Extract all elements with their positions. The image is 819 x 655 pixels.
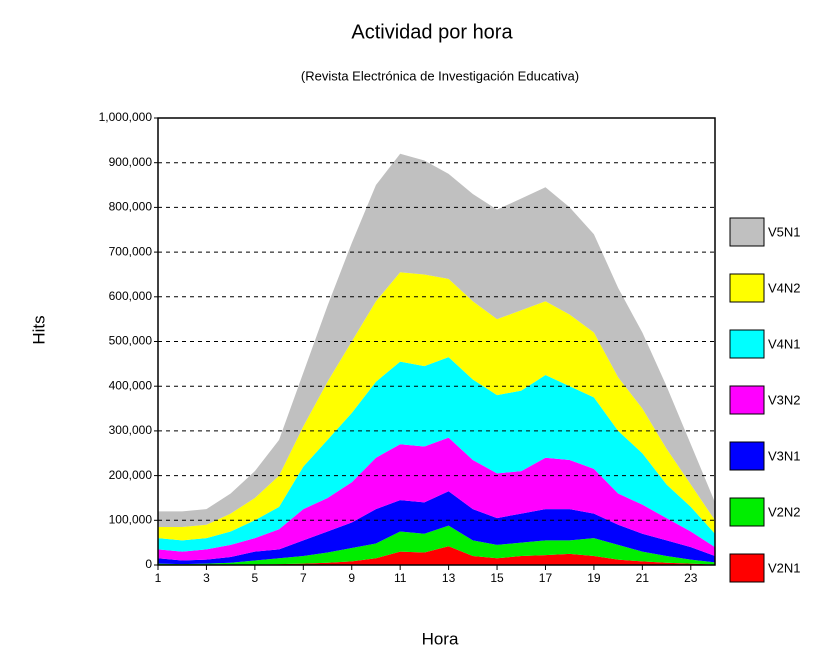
- legend-label: V2N1: [768, 560, 801, 575]
- x-tick-label: 21: [636, 571, 650, 585]
- legend-swatch: [729, 553, 765, 583]
- x-tick-label: 7: [300, 571, 307, 585]
- y-tick-label: 1,000,000: [99, 110, 153, 124]
- legend-label: V5N1: [768, 224, 801, 239]
- area: [158, 357, 715, 552]
- legend-swatch: [729, 497, 765, 527]
- y-tick-label: 400,000: [109, 378, 153, 392]
- x-tick-label: 9: [348, 571, 355, 585]
- area: [158, 153, 715, 528]
- x-tick-label: 11: [394, 571, 407, 585]
- y-tick-label: 600,000: [109, 289, 153, 303]
- legend-label: V4N1: [768, 336, 801, 351]
- legend-swatch: [729, 441, 765, 471]
- x-tick-label: 1: [155, 571, 162, 585]
- legend-label: V3N2: [768, 392, 801, 407]
- area: [158, 272, 715, 541]
- y-tick-label: 0: [145, 557, 152, 571]
- x-tick-label: 5: [252, 571, 259, 585]
- y-tick-label: 300,000: [109, 423, 153, 437]
- area: [158, 491, 715, 565]
- x-tick-label: 23: [684, 571, 698, 585]
- y-tick-label: 500,000: [109, 334, 153, 348]
- x-tick-label: 13: [442, 571, 456, 585]
- x-tick-label: 19: [587, 571, 601, 585]
- area: [158, 525, 715, 565]
- y-tick-label: 900,000: [109, 155, 153, 169]
- plot-border: [157, 117, 716, 566]
- y-tick-label: 700,000: [109, 244, 153, 258]
- legend-swatch: [729, 329, 765, 359]
- y-tick-label: 100,000: [109, 512, 153, 526]
- x-tick-label: 17: [539, 571, 553, 585]
- legend-label: V2N2: [768, 504, 801, 519]
- area: [158, 546, 715, 565]
- chart-title: Actividad por hora: [351, 21, 513, 43]
- y-axis-label: Hits: [29, 315, 48, 344]
- legend-swatch: [729, 217, 765, 247]
- legend-label: V4N2: [768, 280, 801, 295]
- x-axis-label: Hora: [422, 629, 459, 648]
- legend-swatch: [729, 273, 765, 303]
- legend-swatch: [729, 385, 765, 415]
- area: [158, 437, 715, 561]
- x-tick-label: 3: [203, 571, 210, 585]
- chart-subtitle: (Revista Electrónica de Investigación Ed…: [301, 68, 579, 83]
- x-tick-label: 15: [490, 571, 504, 585]
- legend-label: V3N1: [768, 448, 801, 463]
- y-tick-label: 200,000: [109, 468, 153, 482]
- y-tick-label: 800,000: [109, 200, 153, 214]
